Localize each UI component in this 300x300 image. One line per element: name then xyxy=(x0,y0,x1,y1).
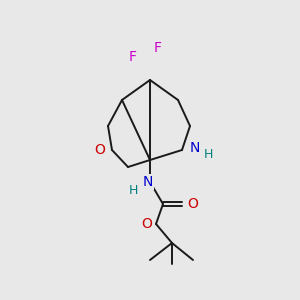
Text: N: N xyxy=(190,141,200,155)
Text: O: O xyxy=(94,143,105,157)
Text: O: O xyxy=(188,197,198,211)
Text: N: N xyxy=(143,175,153,189)
Text: F: F xyxy=(129,50,137,64)
Text: F: F xyxy=(154,41,162,55)
Text: O: O xyxy=(142,217,152,231)
Text: H: H xyxy=(203,148,213,161)
Text: H: H xyxy=(128,184,138,196)
